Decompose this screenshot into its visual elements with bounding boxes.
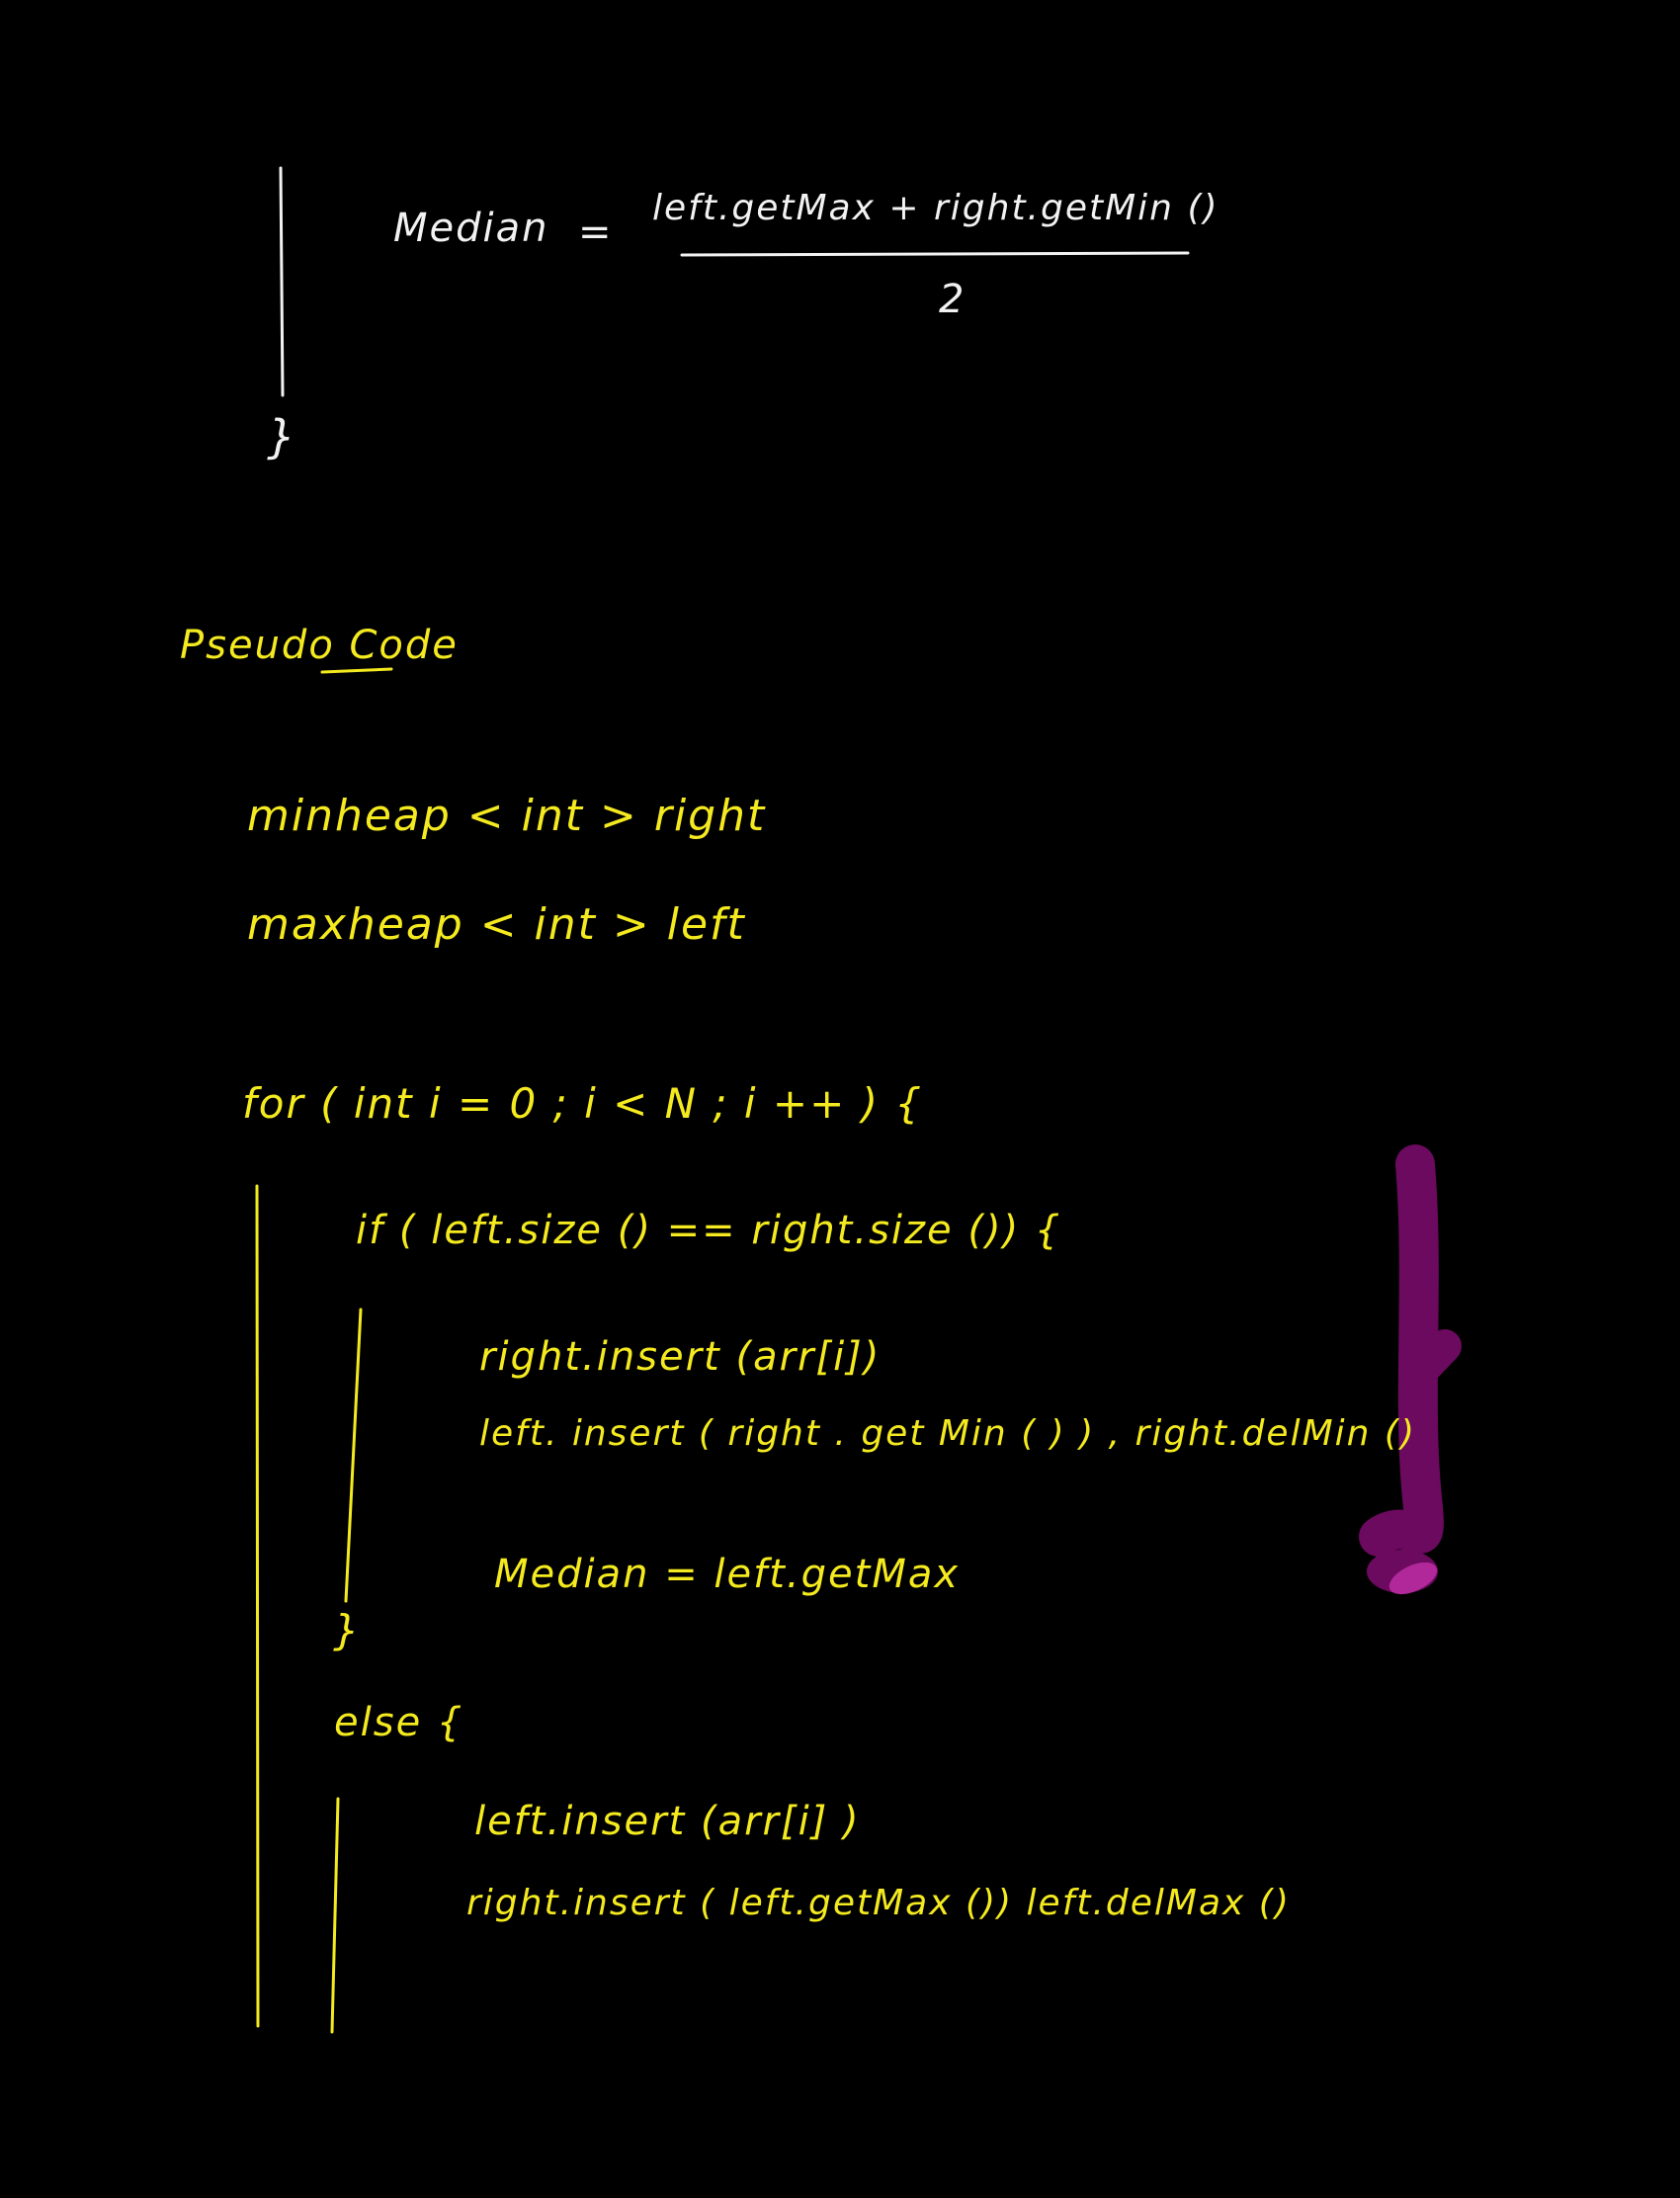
if-block-line (344, 1308, 363, 1603)
if-median-line: Median = left.getMax (494, 1552, 961, 1597)
if-body-line-2: left. insert ( right . get Min ( ) ) , r… (479, 1413, 1416, 1454)
declaration-maxheap: maxheap < int > left (247, 899, 746, 950)
for-loop-line: for ( int i = 0 ; i < N ; i ++ ) { (242, 1079, 924, 1128)
purple-bracket (1359, 1144, 1444, 1557)
median-denominator: 2 (939, 277, 966, 322)
else-line: else { (334, 1700, 464, 1745)
page-heading: Pseudo Code (180, 623, 459, 668)
magenta-highlight-dot (1388, 1562, 1438, 1595)
purple-bracket-hook (1406, 1329, 1462, 1386)
closing-brace: } (267, 410, 298, 464)
equals-sign: = (578, 210, 614, 255)
declaration-minheap: minheap < int > right (247, 791, 767, 841)
else-body-line-2: right.insert ( left.getMax ()) left.delM… (466, 1883, 1291, 1923)
else-body-line-1: left.insert (arr[i] ) (474, 1799, 861, 1844)
top-block-vertical-line (279, 166, 285, 397)
else-block-line (330, 1797, 340, 2034)
median-label: Median (393, 206, 549, 251)
fraction-bar (680, 251, 1190, 257)
if-line: if ( left.size () == right.size ()) { (356, 1208, 1062, 1253)
if-body-line-1: right.insert (arr[i]) (479, 1334, 882, 1380)
heading-underline (320, 667, 393, 674)
for-block-line (255, 1184, 260, 2028)
if-close-brace: } (333, 1606, 362, 1654)
median-numerator: left.getMax + right.getMin () (652, 188, 1219, 228)
